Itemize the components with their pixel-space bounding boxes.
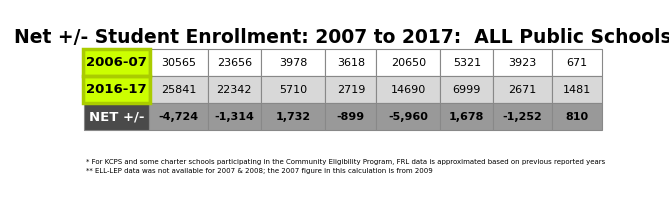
Text: 30565: 30565: [161, 58, 196, 68]
Text: 671: 671: [567, 58, 587, 68]
Bar: [208, 76, 261, 103]
Bar: [82, 76, 150, 103]
Bar: [552, 49, 602, 76]
Bar: [440, 49, 493, 76]
Text: WHITE: WHITE: [501, 56, 545, 69]
Bar: [149, 76, 208, 103]
Text: 20650: 20650: [391, 58, 426, 68]
Bar: [440, 49, 493, 76]
Text: BLACK: BLACK: [387, 56, 430, 69]
Text: 3978: 3978: [279, 58, 307, 68]
Text: FRL: FRL: [222, 56, 247, 69]
Bar: [493, 103, 552, 130]
Bar: [149, 49, 208, 76]
Text: NET +/-: NET +/-: [88, 110, 144, 123]
Bar: [440, 76, 493, 103]
Bar: [84, 49, 149, 76]
Text: 25841: 25841: [161, 85, 196, 95]
Text: IEP: IEP: [341, 56, 361, 69]
Text: 2016-17: 2016-17: [86, 83, 147, 96]
Bar: [493, 49, 552, 76]
Text: 1,732: 1,732: [276, 112, 310, 122]
Text: 2671: 2671: [508, 85, 537, 95]
Bar: [325, 103, 377, 130]
Bar: [377, 49, 440, 76]
Bar: [261, 103, 325, 130]
Bar: [84, 103, 149, 130]
Text: 3923: 3923: [508, 58, 537, 68]
Text: ** ELL-LEP data was not available for 2007 & 2008; the 2007 figure in this calcu: ** ELL-LEP data was not available for 20…: [86, 168, 433, 174]
Text: # K-12: # K-12: [157, 56, 200, 69]
Bar: [208, 103, 261, 130]
Text: ELL-LEP: ELL-LEP: [267, 56, 319, 69]
Bar: [377, 103, 440, 130]
Bar: [552, 103, 602, 130]
Text: 3618: 3618: [337, 58, 365, 68]
Text: 2719: 2719: [337, 85, 365, 95]
Text: -899: -899: [337, 112, 365, 122]
Bar: [377, 49, 440, 76]
Text: 1,678: 1,678: [449, 112, 484, 122]
Bar: [261, 76, 325, 103]
Text: 14690: 14690: [391, 85, 426, 95]
Bar: [377, 76, 440, 103]
Bar: [208, 49, 261, 76]
Bar: [82, 49, 150, 76]
Text: 5710: 5710: [279, 85, 307, 95]
Bar: [552, 76, 602, 103]
Text: OTHER: OTHER: [555, 56, 599, 69]
Bar: [325, 76, 377, 103]
Text: 6999: 6999: [453, 85, 481, 95]
Text: 2006-07: 2006-07: [86, 56, 147, 69]
Text: 810: 810: [565, 112, 589, 122]
Text: HISP: HISP: [451, 56, 482, 69]
Bar: [493, 76, 552, 103]
Text: 1481: 1481: [563, 85, 591, 95]
Text: Net +/- Student Enrollment: 2007 to 2017:  ALL Public Schools: Net +/- Student Enrollment: 2007 to 2017…: [14, 28, 669, 47]
Bar: [149, 103, 208, 130]
Bar: [325, 49, 377, 76]
Bar: [440, 103, 493, 130]
Bar: [552, 49, 602, 76]
Bar: [84, 76, 149, 103]
Bar: [493, 49, 552, 76]
Text: 22342: 22342: [217, 85, 252, 95]
Text: -1,252: -1,252: [502, 112, 543, 122]
Bar: [149, 49, 208, 76]
Bar: [84, 49, 149, 76]
Text: 5321: 5321: [453, 58, 481, 68]
Bar: [261, 49, 325, 76]
Text: -4,724: -4,724: [159, 112, 199, 122]
Text: 23656: 23656: [217, 58, 252, 68]
Text: -1,314: -1,314: [214, 112, 254, 122]
Text: * For KCPS and some charter schools participating in the Community Eligibility P: * For KCPS and some charter schools part…: [86, 159, 605, 165]
Bar: [208, 49, 261, 76]
Bar: [261, 49, 325, 76]
Bar: [325, 49, 377, 76]
Text: -5,960: -5,960: [389, 112, 428, 122]
